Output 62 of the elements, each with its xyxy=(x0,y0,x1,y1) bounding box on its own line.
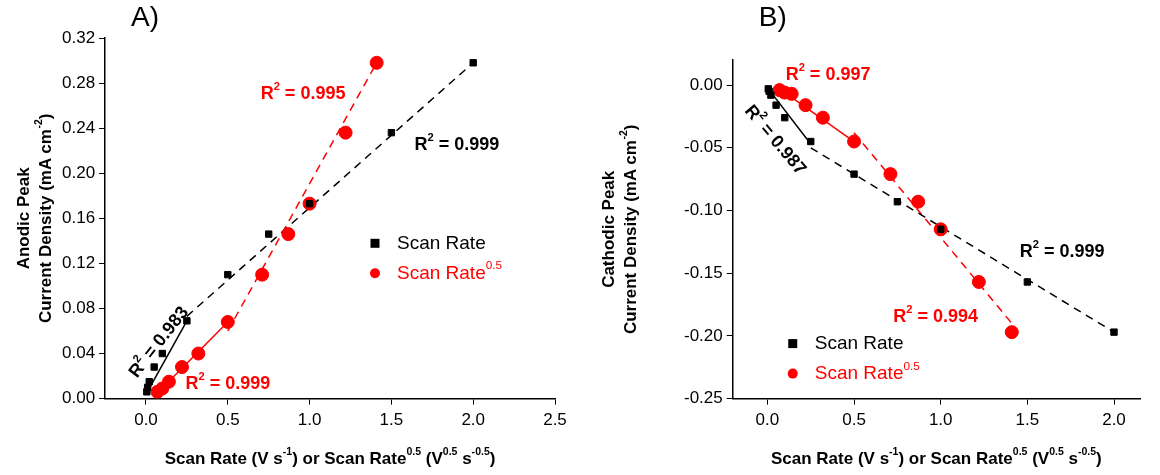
point xyxy=(883,167,898,182)
y-tick-label: 0.28 xyxy=(61,72,96,92)
point xyxy=(224,270,232,279)
x-tick-label: 0.0 xyxy=(755,410,780,430)
point xyxy=(150,363,158,371)
point xyxy=(971,274,986,289)
x-tick-label: 2.0 xyxy=(1102,410,1126,430)
point xyxy=(893,198,902,206)
point xyxy=(850,170,858,178)
point xyxy=(1110,328,1118,336)
point xyxy=(767,91,775,99)
point xyxy=(815,110,830,125)
point xyxy=(338,125,353,140)
x-tick-label: 0.5 xyxy=(215,410,240,430)
legend-label: Scan Rate xyxy=(814,331,904,353)
point xyxy=(1023,278,1032,286)
point xyxy=(191,346,206,361)
point xyxy=(369,55,384,70)
y-tick-label: 0.20 xyxy=(61,162,96,182)
chart-title: A) xyxy=(131,0,160,32)
y-tick-label: 0.32 xyxy=(61,27,96,47)
legend-label: Scan Rate xyxy=(397,231,486,253)
point xyxy=(781,114,789,122)
point xyxy=(265,230,273,238)
point xyxy=(1004,325,1019,340)
point xyxy=(145,378,153,386)
point xyxy=(220,314,235,329)
y-tick-label: 0.00 xyxy=(689,74,723,94)
x-tick-label: 2.0 xyxy=(461,410,486,430)
y-tick-label: -0.20 xyxy=(684,325,723,345)
x-tick-label: 1.5 xyxy=(1015,410,1040,430)
point xyxy=(387,128,396,137)
point xyxy=(255,267,270,282)
x-tick-label: 1.5 xyxy=(379,410,404,430)
y-tick-label: -0.25 xyxy=(684,388,723,408)
y-tick-label: 0.04 xyxy=(61,343,96,363)
point xyxy=(807,137,815,146)
chart-title: B) xyxy=(758,0,787,32)
point xyxy=(161,374,176,389)
x-tick-label: 1.0 xyxy=(297,410,322,430)
point xyxy=(798,98,813,113)
y-tick-label: -0.05 xyxy=(684,137,723,157)
y-tick-label: -0.10 xyxy=(684,200,723,220)
y-tick-label: 0.00 xyxy=(61,388,96,408)
point xyxy=(847,134,862,149)
y-tick-label: 0.24 xyxy=(61,117,96,137)
y-axis-title: Anodic Peak Current Density (mA cm-2) xyxy=(13,113,55,324)
y-tick-label: 0.12 xyxy=(61,253,96,273)
y-tick-label: -0.15 xyxy=(684,262,723,282)
point xyxy=(772,101,780,109)
point xyxy=(174,360,189,375)
y-axis-title: Cathodic Peak Current Density (mA cm-2) xyxy=(598,124,640,335)
point xyxy=(158,349,167,358)
x-tick-label: 0.0 xyxy=(134,410,158,430)
y-tick-label: 0.08 xyxy=(61,298,96,318)
x-tick-label: 1.0 xyxy=(928,410,953,430)
x-tick-label: 0.5 xyxy=(842,410,866,430)
point xyxy=(281,227,296,242)
point xyxy=(911,194,926,209)
y-tick-label: 0.16 xyxy=(61,207,96,227)
x-tick-label: 2.5 xyxy=(543,410,567,430)
point xyxy=(469,59,477,67)
